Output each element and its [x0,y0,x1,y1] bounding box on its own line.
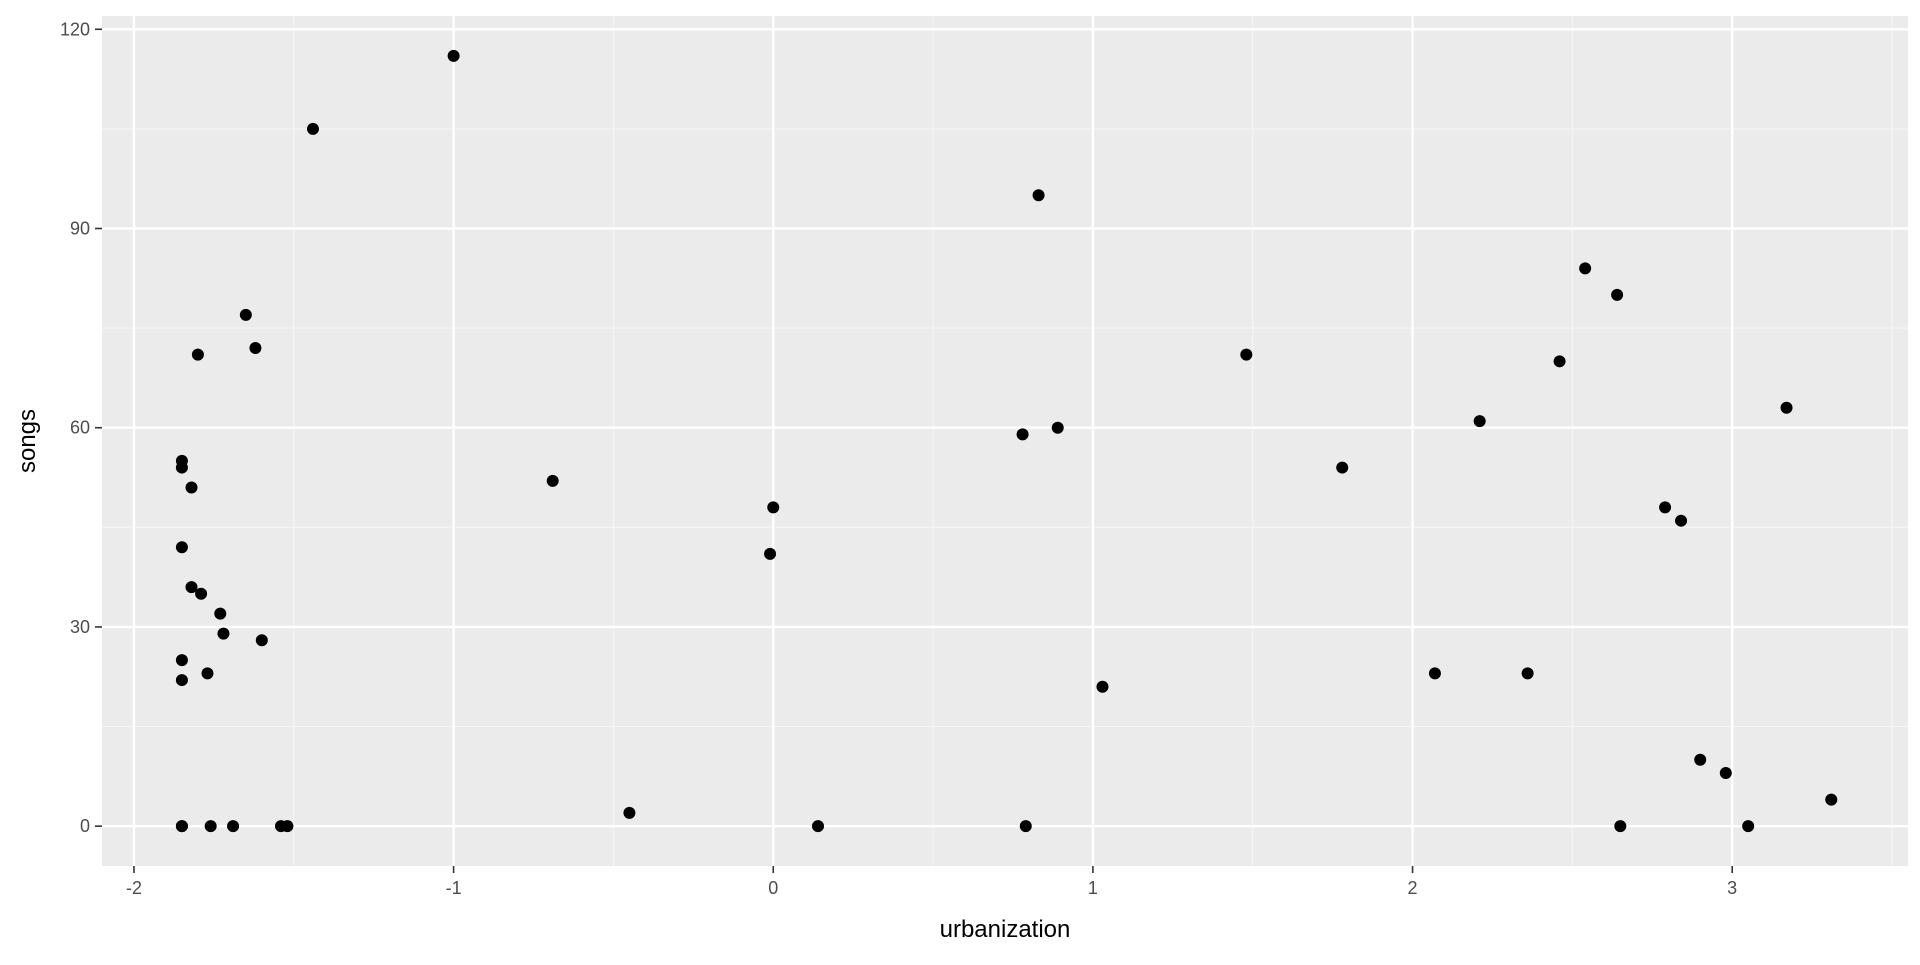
data-point [239,308,252,321]
data-point [1428,667,1441,680]
data-point [185,581,198,594]
data-point [1521,667,1534,680]
data-point [281,820,294,833]
x-tick-label: -1 [446,878,462,898]
x-tick-label: 1 [1088,878,1098,898]
data-point [191,348,204,361]
data-point [1780,401,1793,414]
y-tick-label: 90 [70,219,90,239]
data-point [175,541,188,554]
x-tick-label: -2 [126,878,142,898]
data-point [1473,415,1486,428]
y-tick-label: 30 [70,617,90,637]
data-point [1719,767,1732,780]
data-point [217,627,230,640]
data-point [175,654,188,667]
x-tick-label: 3 [1727,878,1737,898]
x-tick-label: 0 [768,878,778,898]
y-axis-title: songs [14,409,41,473]
x-axis-title: urbanization [940,916,1071,943]
data-point [764,547,777,560]
data-point [175,674,188,687]
data-point [447,49,460,62]
data-point [195,587,208,600]
data-point [1336,461,1349,474]
data-point [185,481,198,494]
x-tick-label: 2 [1408,878,1418,898]
x-axis: -2 -1 0 1 2 3 [126,866,1737,898]
data-point [1553,355,1566,368]
data-point [214,607,227,620]
y-tick-label: 60 [70,418,90,438]
data-point [1032,189,1045,202]
data-point [306,122,319,135]
data-point [255,634,268,647]
data-point [1614,820,1627,833]
data-point [812,820,825,833]
data-point [1240,348,1253,361]
data-point [546,474,559,487]
data-point [1051,421,1064,434]
data-point [1611,288,1624,301]
minor-grid [102,16,1908,866]
data-point [1016,428,1029,441]
data-points [175,49,1838,833]
data-point [201,667,214,680]
plot-panel [102,16,1908,866]
data-point [623,806,636,819]
y-tick-label: 0 [80,816,90,836]
y-tick-label: 120 [60,19,90,39]
data-point [175,454,188,467]
data-point [1694,753,1707,766]
data-point [227,820,240,833]
major-grid [102,16,1908,866]
data-point [1659,501,1672,514]
data-point [249,342,262,355]
data-point [175,820,188,833]
data-point [1825,793,1838,806]
data-point [1096,680,1109,693]
data-point [204,820,217,833]
data-point [1675,514,1688,527]
data-point [1579,262,1592,275]
data-point [1742,820,1755,833]
data-point [767,501,780,514]
data-point [1019,820,1032,833]
y-axis: 0 30 60 90 120 [60,19,102,836]
